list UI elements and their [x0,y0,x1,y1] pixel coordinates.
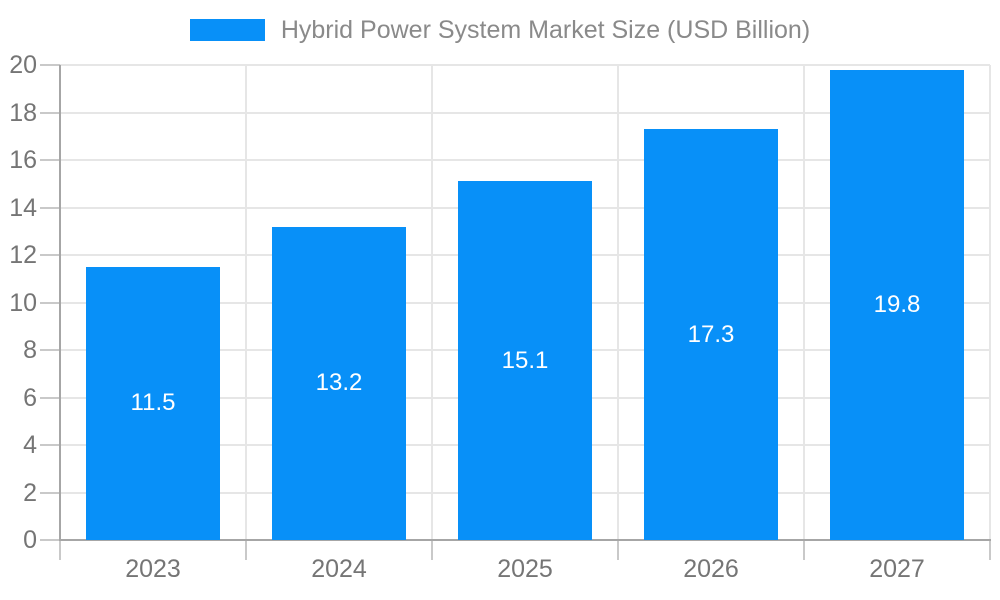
gridline-vertical [803,65,805,540]
y-tick-label: 18 [9,98,37,127]
x-axis-tick [617,540,619,560]
x-tick-label: 2024 [311,555,367,583]
gridline-vertical [989,65,991,540]
bar-value-label: 15.1 [501,346,549,374]
y-axis-tick [40,444,60,446]
bar-value-label: 17.3 [687,320,735,348]
y-axis-tick [40,254,60,256]
y-axis-tick [40,491,60,494]
y-tick-label: 12 [9,241,37,269]
y-axis-tick [40,396,60,399]
bar [830,69,964,540]
y-axis-tick [40,111,60,114]
y-tick-label: 8 [23,336,37,364]
x-axis-tick [803,540,805,560]
legend-label: Hybrid Power System Market Size (USD Bil… [280,16,811,44]
gridline-vertical [431,65,433,540]
y-tick-label: 10 [9,288,37,317]
gridline-vertical [617,65,619,540]
gridline-horizontal [60,111,990,114]
x-tick-label: 2026 [683,555,739,583]
bar [458,181,592,540]
bar [86,266,220,540]
y-tick-label: 4 [23,431,37,459]
y-tick-label: 6 [23,383,37,412]
x-tick-label: 2027 [869,555,925,583]
y-tick-label: 0 [23,526,37,554]
gridline-horizontal [60,159,990,161]
x-tick-label: 2025 [497,555,553,583]
x-axis-tick [59,540,61,560]
bar [644,129,778,540]
y-axis-tick [40,206,60,209]
y-axis-tick [40,349,60,351]
y-axis-tick [40,539,60,541]
legend: Hybrid Power System Market Size (USD Bil… [0,16,1000,44]
x-axis-tick [431,540,433,560]
bar-value-label: 11.5 [130,389,176,417]
x-axis-line [59,539,991,541]
y-tick-label: 16 [9,146,37,174]
y-tick-label: 20 [9,51,37,79]
gridline-vertical [245,65,247,540]
y-axis-tick [40,159,60,161]
y-tick-label: 2 [23,478,37,507]
x-axis-tick [245,540,247,560]
legend-swatch [189,19,265,41]
y-axis-line [59,65,61,540]
gridline-horizontal [60,64,990,66]
bar-value-label: 19.8 [873,290,921,318]
y-axis-tick [40,301,60,304]
y-axis-tick [40,64,60,66]
x-axis-tick [989,540,991,560]
y-tick-label: 14 [9,193,37,222]
x-tick-label: 2023 [125,555,181,583]
bar-value-label: 13.2 [315,369,363,397]
bar [272,226,406,540]
